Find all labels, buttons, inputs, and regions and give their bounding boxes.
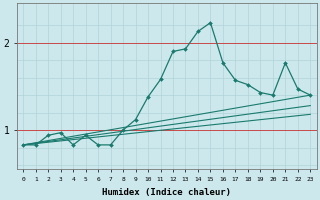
X-axis label: Humidex (Indice chaleur): Humidex (Indice chaleur) xyxy=(102,188,231,197)
